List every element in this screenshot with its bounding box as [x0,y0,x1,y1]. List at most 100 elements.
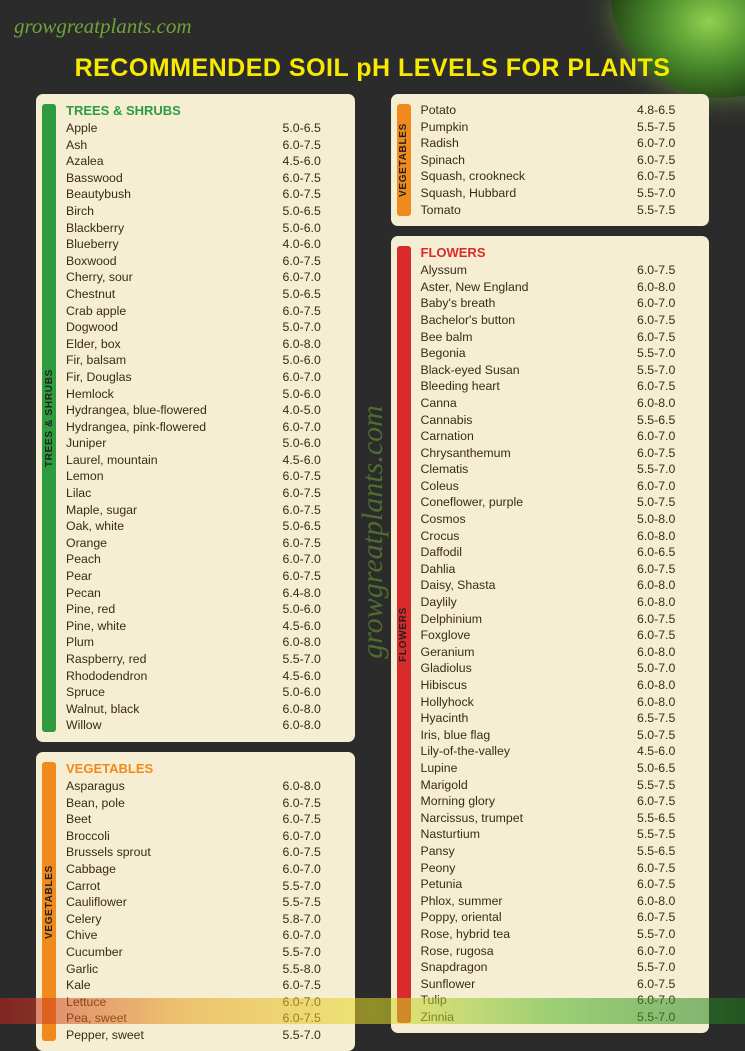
flowers-header: FLOWERS [421,245,696,260]
plant-name: Hollyhock [421,694,638,711]
plant-row: Pine, red5.0-6.0 [66,601,341,618]
plant-row: Beet6.0-7.5 [66,811,341,828]
plant-ph: 6.0-7.5 [637,793,695,810]
plant-name: Cannabis [421,412,638,429]
plant-ph: 6.0-7.5 [637,312,695,329]
plant-row: Chestnut5.0-6.5 [66,286,341,303]
plant-ph: 5.5-7.0 [283,651,341,668]
plant-name: Potato [421,102,638,119]
plant-name: Pine, red [66,601,283,618]
plant-ph: 5.5-7.5 [637,202,695,219]
plant-name: Chrysanthemum [421,445,638,462]
plant-name: Phlox, summer [421,893,638,910]
plant-ph: 6.0-8.0 [637,893,695,910]
plant-name: Canna [421,395,638,412]
plant-ph: 6.0-7.5 [637,860,695,877]
plant-name: Lettuce [66,994,283,1011]
plant-row: Canna6.0-8.0 [421,395,696,412]
trees-list: Apple5.0-6.5Ash6.0-7.5Azalea4.5-6.0Bassw… [66,120,341,734]
plant-ph: 5.5-7.0 [637,185,695,202]
plant-ph: 5.0-6.0 [283,220,341,237]
plant-row: Cauliflower5.5-7.5 [66,894,341,911]
plant-row: Bee balm6.0-7.5 [421,329,696,346]
trees-header: TREES & SHRUBS [66,103,341,118]
plant-name: Aster, New England [421,279,638,296]
plant-row: Bean, pole6.0-7.5 [66,795,341,812]
plant-row: Kale6.0-7.5 [66,977,341,994]
plant-name: Pansy [421,843,638,860]
plant-name: Alyssum [421,262,638,279]
plant-name: Birch [66,203,283,220]
plant-ph: 4.5-6.0 [283,153,341,170]
plant-row: Apple5.0-6.5 [66,120,341,137]
plant-name: Pecan [66,585,283,602]
plant-row: Fir, balsam5.0-6.0 [66,352,341,369]
plant-row: Pear6.0-7.5 [66,568,341,585]
plant-name: Chestnut [66,286,283,303]
plant-row: Pepper, sweet5.5-7.0 [66,1027,341,1044]
plant-name: Hydrangea, pink-flowered [66,419,283,436]
plant-ph: 5.0-7.5 [637,494,695,511]
plant-row: Rhododendron4.5-6.0 [66,668,341,685]
plant-name: Clematis [421,461,638,478]
plant-ph: 6.0-8.0 [637,528,695,545]
plant-name: Baby's breath [421,295,638,312]
plant-name: Hemlock [66,386,283,403]
plant-name: Oak, white [66,518,283,535]
flowers-section: FLOWERS FLOWERS Alyssum6.0-7.5Aster, New… [391,236,710,1033]
plant-ph: 4.0-6.0 [283,236,341,253]
plant-ph: 6.0-7.5 [637,611,695,628]
flowers-list: Alyssum6.0-7.5Aster, New England6.0-8.0B… [421,262,696,1025]
plant-name: Pea, sweet [66,1010,283,1027]
plant-name: Walnut, black [66,701,283,718]
plant-name: Blueberry [66,236,283,253]
plant-row: Blueberry4.0-6.0 [66,236,341,253]
plant-ph: 5.5-7.5 [637,777,695,794]
plant-name: Marigold [421,777,638,794]
plant-ph: 6.0-7.5 [283,485,341,502]
plant-ph: 5.0-6.5 [283,518,341,535]
plant-name: Squash, crookneck [421,168,638,185]
plant-row: Gladiolus5.0-7.0 [421,660,696,677]
plant-name: Plum [66,634,283,651]
plant-name: Azalea [66,153,283,170]
plant-ph: 6.0-7.0 [283,269,341,286]
plant-ph: 6.0-8.0 [283,778,341,795]
plant-name: Tulip [421,992,638,1009]
plant-ph: 5.0-6.5 [637,760,695,777]
plant-row: Hydrangea, pink-flowered6.0-7.0 [66,419,341,436]
plant-name: Cauliflower [66,894,283,911]
plant-name: Tomato [421,202,638,219]
plant-ph: 4.0-5.0 [283,402,341,419]
plant-name: Fir, balsam [66,352,283,369]
plant-ph: 6.0-7.0 [637,992,695,1009]
plant-row: Brussels sprout6.0-7.5 [66,844,341,861]
plant-ph: 5.5-7.0 [283,878,341,895]
vegetables-section-2: VEGETABLES Potato4.8-6.5Pumpkin5.5-7.5Ra… [391,94,710,226]
plant-row: Pansy5.5-6.5 [421,843,696,860]
plant-name: Foxglove [421,627,638,644]
plant-ph: 5.8-7.0 [283,911,341,928]
vegetables-list-1: Asparagus6.0-8.0Bean, pole6.0-7.5Beet6.0… [66,778,341,1044]
plant-name: Black-eyed Susan [421,362,638,379]
page-title: RECOMMENDED SOIL pH LEVELS FOR PLANTS [0,54,745,83]
plant-row: Bleeding heart6.0-7.5 [421,378,696,395]
plant-row: Cabbage6.0-7.0 [66,861,341,878]
plant-row: Cannabis5.5-6.5 [421,412,696,429]
plant-row: Boxwood6.0-7.5 [66,253,341,270]
plant-row: Pine, white4.5-6.0 [66,618,341,635]
plant-row: Beautybush6.0-7.5 [66,186,341,203]
plant-row: Oak, white5.0-6.5 [66,518,341,535]
plant-row: Lettuce6.0-7.0 [66,994,341,1011]
plant-row: Raspberry, red5.5-7.0 [66,651,341,668]
plant-ph: 6.0-8.0 [637,395,695,412]
plant-row: Hibiscus6.0-8.0 [421,677,696,694]
plant-ph: 6.0-7.0 [283,927,341,944]
plant-row: Ash6.0-7.5 [66,137,341,154]
plant-name: Nasturtium [421,826,638,843]
plant-name: Juniper [66,435,283,452]
plant-row: Geranium6.0-8.0 [421,644,696,661]
plant-name: Lilac [66,485,283,502]
plant-name: Pine, white [66,618,283,635]
plant-row: Hyacinth6.5-7.5 [421,710,696,727]
